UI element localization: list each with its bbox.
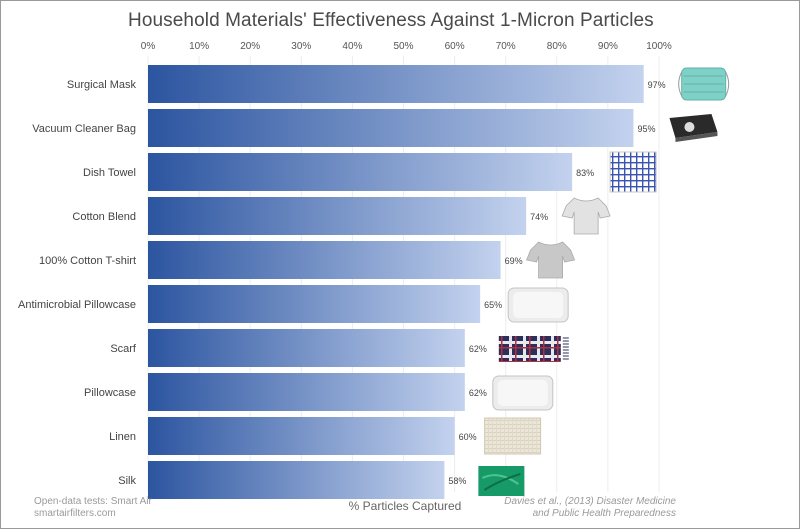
chart-title: Household Materials' Effectiveness Again…: [128, 10, 654, 31]
source-line-2: smartairfilters.com: [34, 508, 116, 519]
x-tick-label: 80%: [547, 41, 567, 52]
bar: [148, 241, 501, 279]
data-label: 58%: [448, 476, 466, 486]
cotton-tshirt-icon: [526, 241, 576, 279]
category-label: Linen: [109, 431, 136, 443]
data-label: 60%: [459, 432, 477, 442]
x-tick-label: 30%: [291, 41, 311, 52]
cotton-blend-shirt-icon: [561, 197, 611, 235]
category-label: Scarf: [110, 343, 137, 355]
bar: [148, 373, 465, 411]
surgical-mask-icon: [678, 67, 730, 101]
vacuum-bag-icon: [669, 114, 718, 142]
bar: [148, 285, 481, 323]
category-label: Pillowcase: [84, 387, 136, 399]
category-label: Dish Towel: [83, 167, 136, 179]
plaid-scarf-icon: [498, 336, 569, 362]
category-label: Surgical Mask: [67, 79, 137, 91]
bar: [148, 197, 527, 235]
x-tick-label: 20%: [240, 41, 260, 52]
x-tick-label: 70%: [496, 41, 516, 52]
data-label: 97%: [648, 80, 666, 90]
x-tick-label: 40%: [342, 41, 362, 52]
bar: [148, 109, 634, 147]
category-label: Antimicrobial Pillowcase: [18, 299, 136, 311]
category-label: Vacuum Cleaner Bag: [32, 123, 136, 135]
citation-line-2: and Public Health Preparedness: [532, 508, 676, 519]
bar: [148, 65, 644, 103]
data-label: 74%: [530, 212, 548, 222]
silk-fabric-icon: [478, 466, 525, 496]
x-tick-label: 90%: [598, 41, 618, 52]
source-line-1: Open-data tests: Smart Air: [34, 496, 152, 507]
data-label: 69%: [505, 256, 523, 266]
x-axis-label: % Particles Captured: [348, 499, 462, 513]
category-label: Silk: [118, 475, 136, 487]
x-tick-label: 50%: [393, 41, 413, 52]
pillow-icon: [492, 375, 554, 411]
data-label: 83%: [576, 168, 594, 178]
category-label: 100% Cotton T-shirt: [39, 255, 136, 267]
citation-line-1: Davies et al., (2013) Disaster Medicine: [504, 496, 676, 507]
x-tick-label: 10%: [189, 41, 209, 52]
linen-fabric-icon: [484, 417, 542, 455]
x-tick-label: 60%: [445, 41, 465, 52]
data-label: 65%: [484, 300, 502, 310]
bar: [148, 461, 445, 499]
data-label: 62%: [469, 388, 487, 398]
data-label: 62%: [469, 344, 487, 354]
bar: [148, 329, 465, 367]
x-tick-label: 100%: [646, 41, 672, 52]
dish-towel-icon: [609, 151, 657, 193]
x-tick-label: 0%: [141, 41, 156, 52]
bar: [148, 153, 573, 191]
bar: [148, 417, 455, 455]
category-label: Cotton Blend: [72, 211, 136, 223]
citation-note: Davies et al., (2013) Disaster Medicine …: [504, 496, 676, 520]
source-note: Open-data tests: Smart Air smartairfilte…: [34, 496, 152, 520]
data-label: 95%: [637, 124, 655, 134]
pillow-icon: [507, 287, 569, 323]
